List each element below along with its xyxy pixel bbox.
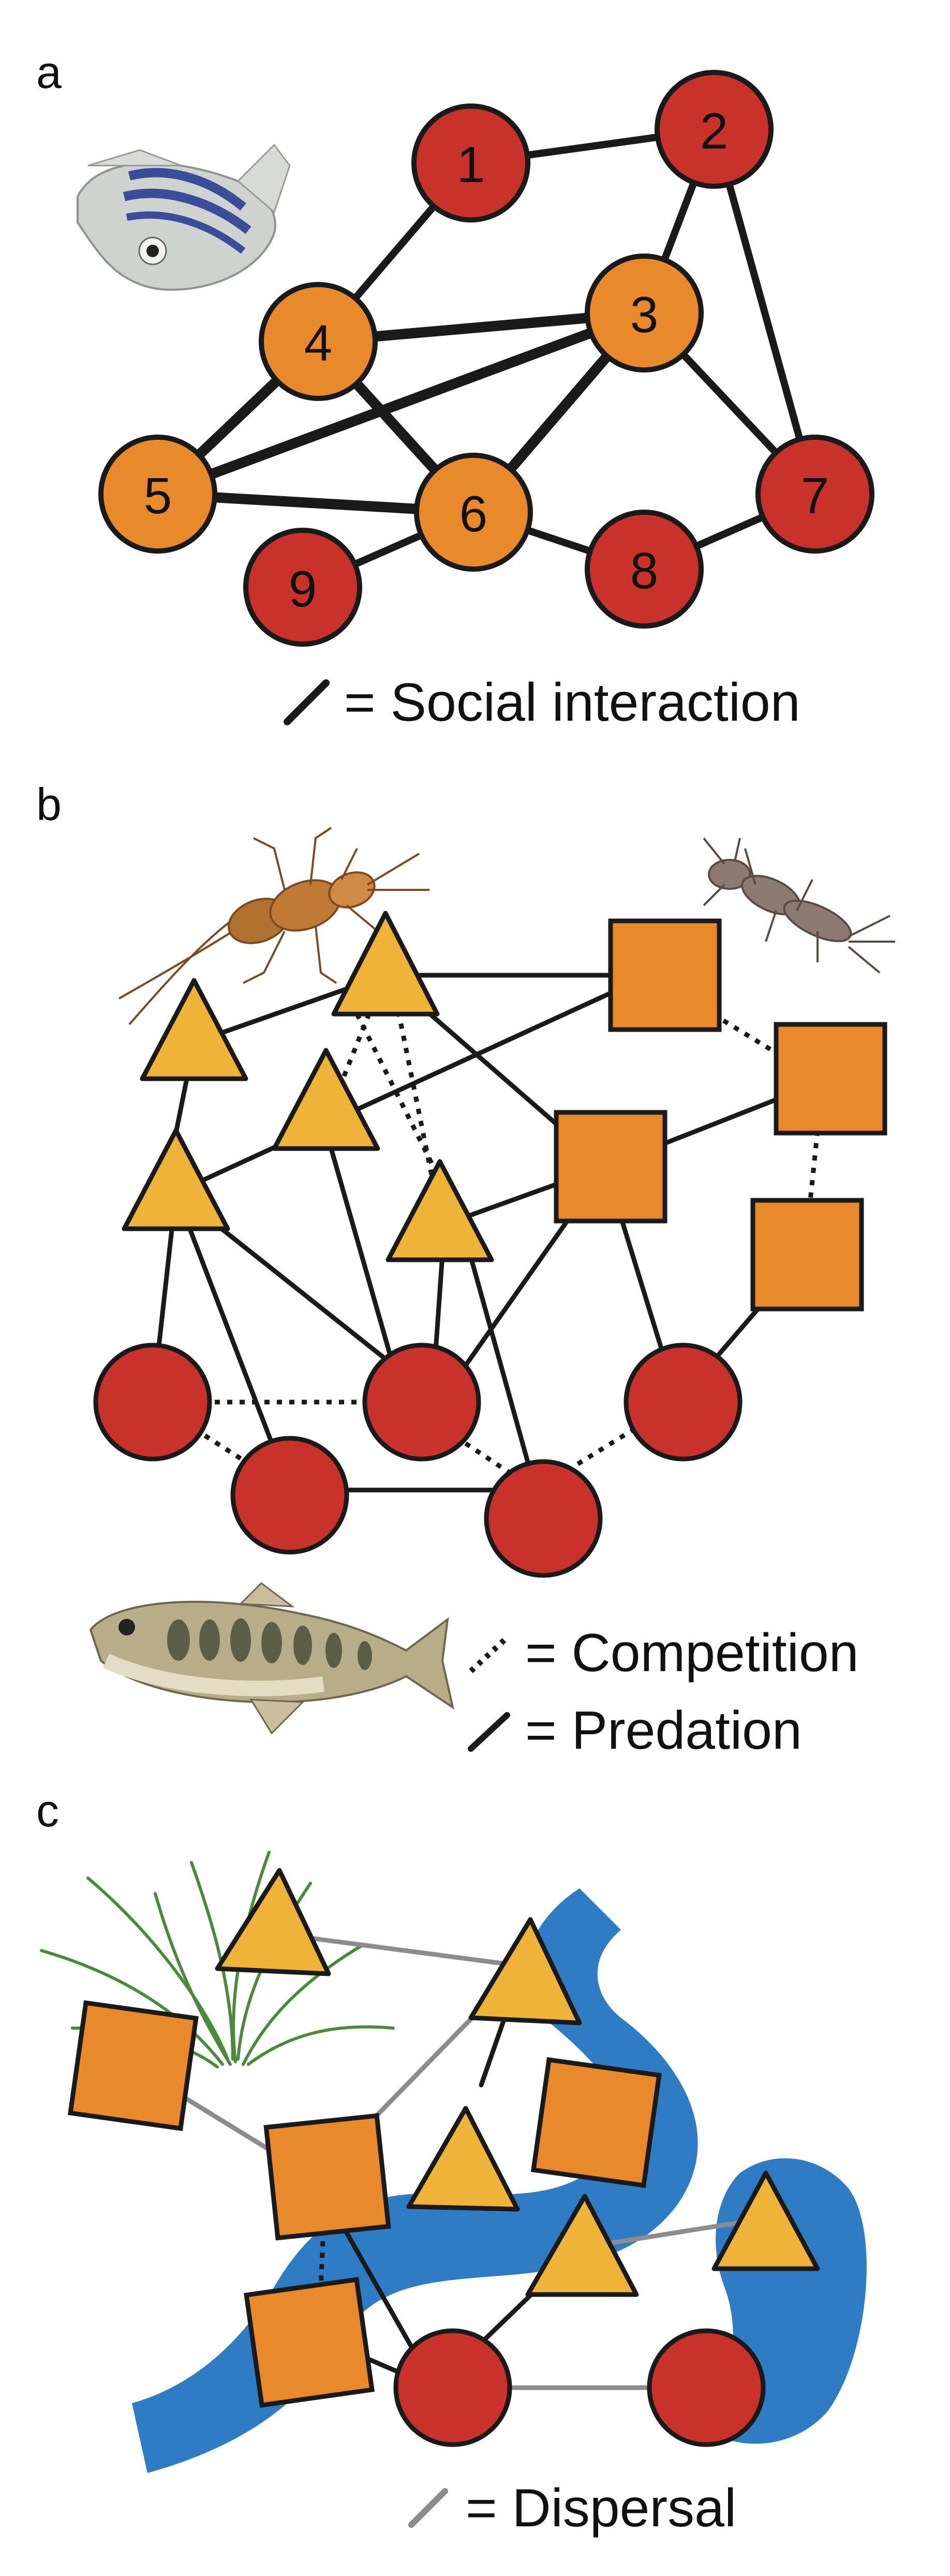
node-7 — [755, 435, 874, 554]
square-node — [263, 2113, 391, 2241]
trout-icon — [89, 1582, 455, 1735]
square-node — [608, 918, 722, 1032]
node-7-label: 7 — [801, 467, 829, 524]
square-node — [67, 2000, 199, 2132]
zebrafish-icon — [77, 143, 291, 291]
panel-b-circle-nodes — [93, 1343, 743, 1578]
node-1-label: 1 — [457, 136, 485, 193]
node-8-label: 8 — [630, 542, 659, 599]
triangle-node — [122, 1128, 230, 1231]
triangle-node — [385, 1159, 494, 1262]
circle-node — [93, 1343, 212, 1462]
node-6 — [414, 453, 533, 572]
competition-label: = Competition — [525, 1623, 859, 1683]
square-node — [774, 1022, 887, 1136]
circle-node — [484, 1459, 603, 1578]
node-8 — [585, 510, 704, 629]
stonefly-icon — [118, 827, 429, 1025]
node-1 — [411, 103, 530, 222]
panel-a-legend: = Social interaction — [284, 673, 800, 733]
node-2 — [655, 70, 774, 189]
competition-symbol — [469, 1635, 509, 1674]
node-4-label: 4 — [304, 315, 333, 371]
edge-2-7 — [710, 126, 819, 498]
social-interaction-label: = Social interaction — [344, 673, 800, 733]
panel-b-legend: = Competition = Predation — [468, 1623, 859, 1761]
node-6-label: 6 — [459, 485, 488, 542]
circle-node — [362, 1343, 481, 1462]
panel-b: b — [36, 779, 895, 1761]
panel-c-triangle-nodes — [215, 1868, 820, 2297]
panel-b-triangle-nodes — [122, 911, 494, 1262]
circle-node — [647, 2328, 766, 2447]
square-node — [530, 2057, 662, 2188]
triangle-node — [215, 1868, 331, 1976]
circle-node — [230, 1436, 349, 1555]
node-9-label: 9 — [289, 560, 317, 617]
predation-symbol — [468, 1712, 510, 1752]
node-9 — [243, 528, 362, 647]
node-3-label: 3 — [630, 286, 659, 343]
node-2-label: 2 — [700, 102, 729, 159]
panel-c-circle-nodes — [393, 2328, 766, 2447]
mayfly-larva-icon — [703, 837, 895, 974]
triangle-node — [711, 2170, 820, 2271]
dispersal-label: = Dispersal — [466, 2478, 736, 2538]
triangle-node — [525, 2194, 639, 2297]
node-4 — [259, 282, 378, 401]
square-node — [244, 2276, 375, 2408]
panel-c-dotted-edges — [318, 2229, 326, 2287]
panel-b-square-nodes — [554, 918, 887, 1312]
circle-node — [393, 2328, 512, 2447]
panel-a-nodes — [98, 70, 874, 647]
panel-a-letter: a — [36, 47, 62, 98]
panel-b-letter: b — [36, 779, 62, 830]
social-interaction-symbol — [284, 679, 330, 725]
dispersal-symbol — [408, 2488, 448, 2528]
panel-c-square-nodes — [67, 2000, 662, 2408]
panel-a: a — [36, 47, 874, 733]
triangle-node — [140, 978, 248, 1081]
circle-node — [624, 1343, 743, 1462]
node-5 — [98, 435, 217, 554]
triangle-node — [468, 1917, 582, 2026]
panel-c-legend: = Dispersal — [408, 2478, 736, 2538]
panel-c: c — [36, 1785, 867, 2538]
node-3 — [585, 254, 704, 373]
triangle-node — [272, 1048, 380, 1151]
triangle-node — [331, 911, 440, 1017]
square-node — [554, 1110, 667, 1224]
triangle-node — [406, 2106, 520, 2212]
predation-label: = Predation — [525, 1701, 802, 1761]
node-5-label: 5 — [144, 467, 172, 524]
panel-c-letter: c — [36, 1785, 59, 1836]
edge-3-5 — [153, 308, 649, 499]
panel-a-node-labels: 1 2 3 4 5 6 7 8 9 — [144, 102, 829, 617]
square-node — [750, 1198, 864, 1312]
